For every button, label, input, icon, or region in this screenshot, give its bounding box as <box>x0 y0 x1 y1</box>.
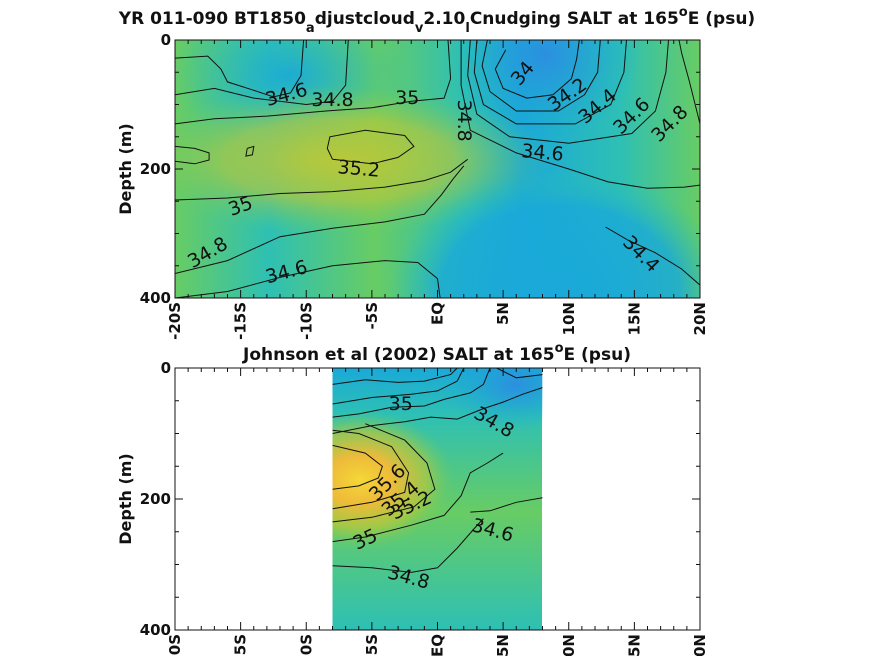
x-tick-label: 15N <box>625 634 643 656</box>
contour-line <box>332 429 410 510</box>
contour-line <box>175 145 210 165</box>
x-tick-label: 20N <box>691 634 709 656</box>
x-tick-label: -5S <box>363 634 381 656</box>
panel-b-y-axis-label: Depth (m) <box>116 453 135 545</box>
contour-label: 35.2 <box>337 156 381 182</box>
panel-b-ticks <box>174 367 701 631</box>
x-tick-label: -15S <box>232 302 250 340</box>
x-tick-label: -5S <box>363 302 381 329</box>
panel-a-y-axis-label: Depth (m) <box>116 123 135 215</box>
x-tick-label: 5N <box>494 634 512 656</box>
x-tick-label: EQ <box>429 302 447 325</box>
contour-line <box>175 40 349 106</box>
contour-line <box>605 226 700 286</box>
panel-b-x-tick-labels: -20S -15S -10S -5S EQ 5N 10N 15N 20N <box>166 634 709 656</box>
panel-b-salinity-max <box>332 410 455 550</box>
contour-line <box>332 368 491 418</box>
x-tick-label: -15S <box>232 634 250 656</box>
panel-a-deep-fresh <box>390 170 700 298</box>
contour-line <box>460 40 700 189</box>
contour-label: 34.8 <box>453 99 475 141</box>
y-tick-label: 0 <box>161 31 171 49</box>
contour-line <box>332 368 458 385</box>
contour-line <box>332 423 436 523</box>
model-salinity-panel: YR 011-090 BT1850adjustcloudv2.10lCnudgi… <box>116 5 755 340</box>
panel-b-title: Johnson et al (2002) SALT at 165oE (psu) <box>242 341 631 365</box>
contour-label: 34.6 <box>520 140 564 166</box>
panel-b-y-tick-labels: 0 200 400 <box>140 359 171 639</box>
contour-line <box>175 260 441 298</box>
panel-a-ticks <box>174 39 701 299</box>
y-tick-label: 400 <box>140 621 171 639</box>
panel-a-x-tick-labels: -20S -15S -10S -5S EQ 5N 10N 15N 20N <box>166 302 709 340</box>
contour-line <box>332 368 465 405</box>
x-tick-label: 15N <box>625 302 643 335</box>
contour-line <box>494 40 580 99</box>
contour-label: 35 <box>395 87 419 109</box>
y-tick-label: 200 <box>140 160 171 178</box>
contour-line <box>467 40 669 144</box>
x-tick-label: 20N <box>691 302 709 335</box>
x-tick-label: -20S <box>166 302 184 340</box>
contour-label: 34.8 <box>311 89 353 111</box>
contour-line <box>245 145 255 157</box>
observed-salinity-panel: Johnson et al (2002) SALT at 165oE (psu)… <box>116 341 709 656</box>
x-tick-label: 10N <box>560 302 578 335</box>
contour-line <box>332 452 504 543</box>
x-tick-label: -10S <box>297 302 315 340</box>
contour-line <box>332 444 383 490</box>
x-tick-label: 5N <box>494 302 512 325</box>
contour-line <box>175 158 469 201</box>
contour-line <box>481 40 601 112</box>
contour-line <box>332 518 484 573</box>
contour-line <box>175 165 465 274</box>
x-tick-label: EQ <box>429 634 447 656</box>
x-tick-label: -20S <box>166 634 184 656</box>
x-tick-label: -10S <box>297 634 315 656</box>
contour-line <box>470 497 543 513</box>
y-tick-label: 400 <box>140 289 171 307</box>
contour-line <box>332 387 543 434</box>
y-tick-label: 0 <box>161 359 171 377</box>
x-tick-label: 10N <box>560 634 578 656</box>
contour-line <box>473 40 627 125</box>
contour-line <box>326 129 415 165</box>
contour-label: 35 <box>389 393 413 415</box>
contour-line <box>175 40 452 125</box>
contour-line <box>678 40 700 125</box>
panel-a-y-tick-labels: 0 200 400 <box>140 31 171 307</box>
panel-a-title: YR 011-090 BT1850adjustcloudv2.10lCnudgi… <box>118 5 755 36</box>
y-tick-label: 200 <box>140 490 171 508</box>
panel-b-contours <box>332 368 543 573</box>
contour-line <box>175 40 305 98</box>
panel-a-contours <box>175 40 700 298</box>
